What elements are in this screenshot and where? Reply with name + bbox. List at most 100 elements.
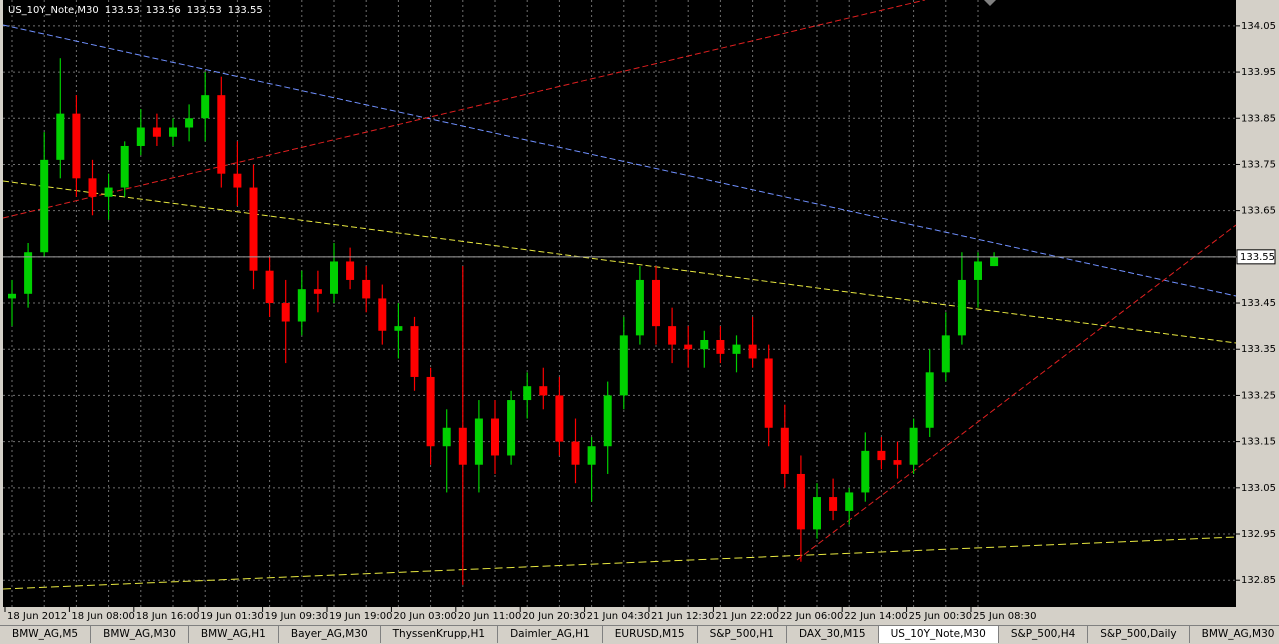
candle-body	[265, 270, 274, 304]
tab[interactable]: Daimler_AG,H1	[498, 626, 603, 643]
candle-body	[780, 427, 789, 474]
candle-body	[442, 427, 451, 447]
x-tick-label: 18 Jun 2012	[7, 611, 67, 622]
candle-body	[185, 118, 194, 128]
candle-body	[88, 178, 97, 197]
trend-lines	[2, 0, 1237, 590]
shift-marker	[984, 0, 996, 6]
candle-body	[909, 427, 918, 465]
tab[interactable]: S&P_500,Daily	[1088, 626, 1190, 643]
x-tick-label: 22 Jun 14:00	[844, 611, 908, 622]
candle-body	[925, 372, 934, 428]
axes: 134.05 133.95 133.85 133.75 133.65 133.55 133.…	[3, 21, 1276, 622]
tab-bar: BMW_AG,M5 BMW_AG,M30 BMW_AG,H1 Bayer_AG,M30…	[0, 625, 1279, 644]
candle-body	[281, 303, 290, 322]
candle-body	[56, 113, 65, 160]
candle-body	[474, 418, 483, 465]
trend-line	[796, 224, 1237, 561]
candle-body	[426, 376, 435, 447]
x-tick-label: 21 Jun 04:30	[587, 611, 651, 622]
tab[interactable]: EURUSD,M15	[603, 626, 698, 643]
candle-body	[845, 492, 854, 511]
x-tick-label: 20 Jun 20:30	[522, 611, 586, 622]
candle-body	[700, 339, 709, 350]
candle-body	[24, 252, 33, 294]
candle-body	[378, 298, 387, 331]
candle-body	[523, 386, 532, 401]
y-tick-label: 133.85	[1241, 113, 1276, 124]
y-tick-label: 133.05	[1241, 483, 1276, 494]
symbol: US_10Y_Note,M30	[8, 5, 99, 16]
current-price-label: 133.55	[1240, 252, 1275, 263]
y-tick-label: 133.65	[1241, 206, 1276, 217]
candle-body	[668, 326, 677, 345]
candle-body	[136, 127, 145, 146]
candle-body	[796, 473, 805, 530]
tab[interactable]: S&P_500,H1	[698, 626, 787, 643]
last-bar-value: 133.53	[187, 5, 222, 16]
x-tick-label: 18 Jun 16:00	[136, 611, 200, 622]
candles	[8, 58, 999, 585]
x-tick-label: 25 Jun 08:30	[973, 611, 1037, 622]
candle-body	[893, 460, 902, 465]
tab[interactable]: US_10Y_Note,M30	[878, 626, 999, 643]
candle-body	[764, 358, 773, 428]
tab[interactable]: BMW_AG,M30	[91, 626, 189, 643]
tab[interactable]: BMW_AG,H1	[189, 626, 279, 643]
y-tick-label: 133.35	[1241, 344, 1276, 355]
x-tick-label: 20 Jun 03:00	[393, 611, 457, 622]
candle-body	[217, 95, 226, 174]
candle-body	[507, 400, 516, 456]
candle-body	[394, 326, 403, 331]
tab[interactable]: Bayer_AG,M30	[279, 626, 381, 643]
chart: US_10Y_Note,M30 133.53 133.56 133.53 133.55 …	[2, 0, 1276, 622]
tab[interactable]: S&P_500,H4	[999, 626, 1089, 643]
x-tick-label: 21 Jun 22:00	[715, 611, 779, 622]
y-tick-label: 133.15	[1241, 437, 1276, 448]
x-tick-label: 19 Jun 19:00	[329, 611, 393, 622]
candle-body	[652, 279, 660, 327]
candle-body	[72, 113, 81, 179]
candle-body	[491, 418, 499, 456]
candle-body	[313, 289, 322, 294]
last-bar-value: 133.53	[105, 5, 140, 16]
last-bar-value: 133.56	[146, 5, 181, 16]
tab[interactable]: BMW_AG,M30	[1190, 626, 1279, 643]
candle-body	[748, 344, 757, 359]
y-tick-label: 132.95	[1241, 529, 1276, 540]
candle-body	[410, 326, 419, 377]
candle-body	[330, 261, 338, 294]
candle-body	[861, 450, 870, 493]
candle-body	[990, 256, 999, 267]
candle-body	[829, 497, 838, 511]
y-tick-label: 133.95	[1241, 67, 1276, 78]
tab[interactable]: DAX_30,M15	[787, 626, 879, 643]
candle-body	[587, 446, 596, 465]
x-tick-label: 21 Jun 12:30	[651, 611, 715, 622]
tab[interactable]: BMW_AG,M5	[0, 626, 92, 643]
y-tick-label: 133.75	[1241, 159, 1276, 170]
tab[interactable]: ThyssenKrupp,H1	[381, 626, 499, 643]
x-tick-label: 18 Jun 08:00	[71, 611, 135, 622]
x-tick-label: 22 Jun 06:00	[780, 611, 844, 622]
current-price-box	[1236, 249, 1276, 265]
candle-body	[233, 173, 242, 188]
candle-body	[571, 441, 580, 465]
candle-body	[152, 127, 161, 137]
y-tick-label: 133.45	[1241, 298, 1276, 309]
chart-header: US_10Y_Note,M30 133.53 133.56 133.53 133.55	[8, 5, 263, 16]
y-tick-label: 133.25	[1241, 390, 1276, 401]
x-tick-label: 19 Jun 01:30	[200, 611, 264, 622]
candle-body	[539, 386, 548, 396]
candle-body	[684, 344, 693, 350]
candle-body	[297, 289, 306, 322]
x-tick-label: 19 Jun 09:30	[265, 611, 329, 622]
last-bar-value: 133.55	[228, 5, 263, 16]
trend-line	[2, 180, 1237, 344]
candle-body	[120, 145, 129, 188]
trend-line	[2, 536, 1237, 590]
candle-body	[555, 395, 564, 442]
candle-body	[346, 261, 355, 280]
candle-body	[169, 127, 177, 137]
candle-body	[40, 159, 49, 253]
